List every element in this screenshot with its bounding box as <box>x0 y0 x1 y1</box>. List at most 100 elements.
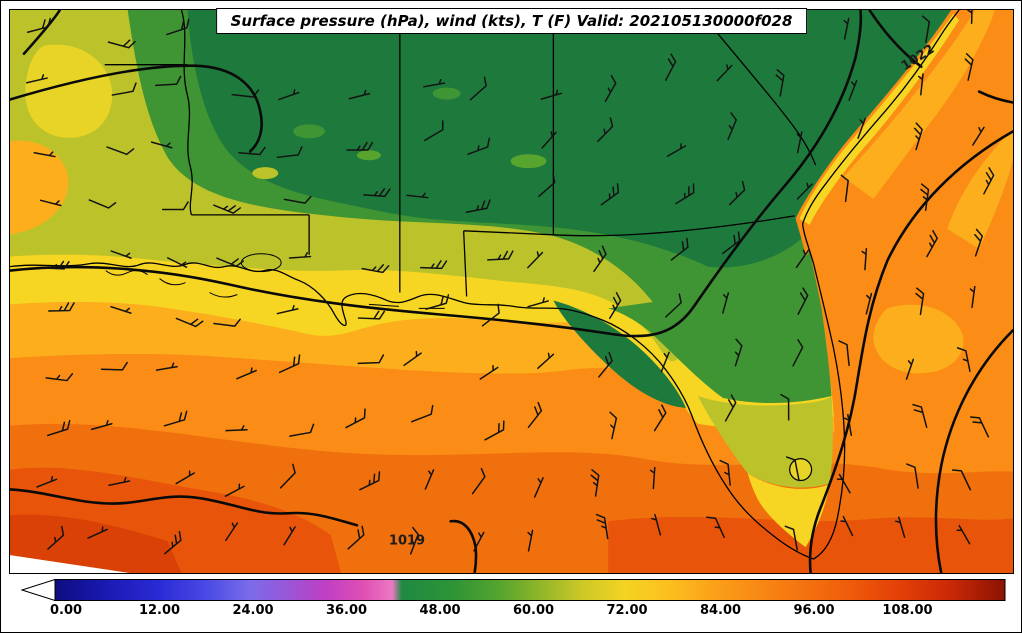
wind-barb <box>920 183 930 211</box>
wind-barb <box>540 89 563 100</box>
wind-barb <box>278 354 301 374</box>
wind-barb <box>163 530 182 555</box>
wind-barb <box>595 513 609 540</box>
wind-barb <box>213 204 241 214</box>
wind-barb <box>481 303 500 327</box>
wind-barb <box>728 180 746 206</box>
wind-barb <box>345 408 366 429</box>
colorbar-tick-label: 60.00 <box>512 603 555 618</box>
wind-barb <box>775 69 785 97</box>
wind-barb <box>224 483 245 497</box>
wind-barb <box>598 351 613 378</box>
wind-barb <box>175 470 196 485</box>
wind-barb <box>974 228 984 257</box>
wind-barb <box>734 338 743 367</box>
wind-barb <box>90 419 113 431</box>
wind-barbs-layer <box>26 10 995 555</box>
wind-barb <box>609 411 618 440</box>
wind-barb <box>107 39 136 49</box>
wind-barb <box>716 64 733 82</box>
wind-barb <box>956 347 971 373</box>
wind-barb <box>795 249 810 269</box>
state-border-al-fl <box>462 230 554 297</box>
wind-barb <box>225 522 239 542</box>
plot-title-box: Surface pressure (hPa), wind (kts), T (F… <box>215 8 808 34</box>
wind-barb <box>161 201 189 211</box>
wind-barb <box>276 146 303 159</box>
temperature-fill-layer <box>10 10 1013 573</box>
wind-barb <box>424 469 435 490</box>
colorbar-tick-label: 96.00 <box>793 603 835 618</box>
wind-barb <box>597 117 614 143</box>
wind-barb <box>288 252 312 259</box>
wind-barb <box>786 456 800 482</box>
wind-barb <box>46 419 71 437</box>
wind-barb <box>403 350 422 367</box>
colorbar-tick-label: 84.00 <box>699 603 742 618</box>
wind-barb <box>213 318 241 327</box>
wind-barb <box>537 352 555 370</box>
wind-barb <box>465 199 491 213</box>
wind-barb <box>541 131 557 149</box>
wind-barb <box>706 516 725 539</box>
wind-barb <box>110 305 132 314</box>
wind-barb <box>166 18 190 36</box>
wind-barb <box>283 526 296 546</box>
wind-barb <box>357 354 385 365</box>
wind-barb <box>727 112 737 140</box>
wind-barb <box>649 466 656 490</box>
wind-barb <box>670 237 689 261</box>
wind-barb <box>865 292 873 315</box>
wind-barb <box>163 410 188 427</box>
map-area: Surface pressure (hPa), wind (kts), T (F… <box>9 8 1014 574</box>
wind-barb <box>590 469 600 497</box>
wind-barb <box>166 257 188 268</box>
wind-barb <box>538 173 556 198</box>
wind-barb <box>926 229 938 258</box>
wind-barb <box>359 471 381 491</box>
wind-barb <box>964 52 974 81</box>
wind-barb <box>983 167 995 195</box>
colorbar-tick-label: 36.00 <box>325 603 368 618</box>
wind-barb <box>88 199 117 209</box>
wind-barb <box>784 525 798 551</box>
wind-barb <box>608 292 622 320</box>
wind-barb <box>600 183 620 206</box>
wind-barb <box>970 416 990 438</box>
wind-barb <box>848 79 858 101</box>
wind-barb <box>913 122 923 151</box>
map-canvas <box>10 10 1013 573</box>
wind-barb <box>473 531 485 552</box>
wind-barb <box>216 257 245 267</box>
wind-barb <box>346 141 374 151</box>
wind-barb <box>363 188 391 198</box>
wind-barb <box>797 287 809 315</box>
wind-barb <box>487 250 514 261</box>
wind-barb <box>956 524 971 545</box>
wind-barb <box>915 287 925 316</box>
wind-barb <box>106 146 135 156</box>
wind-barb <box>47 525 65 550</box>
wind-barb <box>45 373 74 382</box>
wind-barb <box>225 425 248 432</box>
wind-barb <box>792 339 804 367</box>
wind-barb <box>409 526 419 555</box>
state-border-ga-sc <box>697 10 817 166</box>
wind-barb <box>951 469 972 491</box>
wind-barb <box>279 463 296 489</box>
wind-barb <box>39 199 62 207</box>
wind-barb <box>722 231 741 255</box>
wind-barb <box>836 473 851 494</box>
wind-barb <box>719 459 731 486</box>
colorbar-underflow-arrow <box>20 578 56 602</box>
wind-barb <box>666 143 687 157</box>
wind-barb <box>838 340 850 367</box>
wind-barb <box>722 292 730 314</box>
geography-borders <box>10 10 960 560</box>
wind-barb <box>857 117 866 139</box>
wind-barb <box>660 351 670 373</box>
wind-barb <box>665 293 682 318</box>
wind-barb <box>921 15 931 44</box>
wind-barb <box>42 260 70 270</box>
